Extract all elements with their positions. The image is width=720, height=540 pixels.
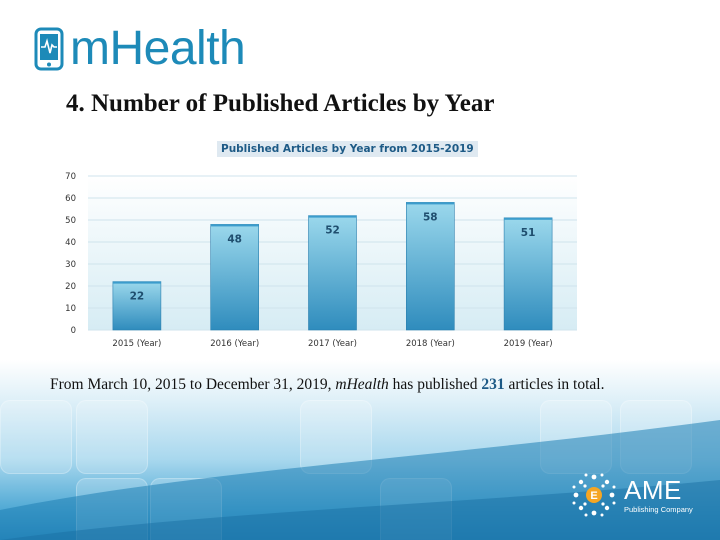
- bar-cap: [308, 215, 357, 218]
- data-label: 22: [130, 291, 145, 303]
- x-tick-label: 2017 (Year): [308, 339, 357, 349]
- y-tick-label: 50: [65, 216, 76, 226]
- background-tile: [76, 400, 148, 474]
- journal-name: mHealth: [335, 376, 389, 393]
- x-tick-label: 2016 (Year): [210, 339, 259, 349]
- ame-wordmark: AME Publishing Company: [624, 477, 693, 514]
- data-label: 51: [521, 227, 536, 239]
- ame-logo: E AME Publishing Company: [570, 470, 693, 520]
- slide-title: 4. Number of Published Articles by Year: [66, 90, 495, 117]
- summary-prefix: From March 10, 2015 to December 31, 2019…: [50, 376, 336, 393]
- y-tick-label: 10: [65, 304, 76, 314]
- data-label: 52: [325, 225, 340, 237]
- y-tick-label: 20: [65, 282, 76, 292]
- logo-text: mHealth: [70, 22, 246, 75]
- ame-tagline: Publishing Company: [624, 504, 693, 514]
- bar-chart: 0 10 20 30 40 50 60 70 22 2015 (Year) 48 2016 (Year…: [40, 138, 600, 358]
- x-tick-label: 2018 (Year): [406, 339, 455, 349]
- bar-cap: [112, 281, 161, 284]
- bar-cap: [406, 202, 455, 205]
- chart-canvas: 0 10 20 30 40 50 60 70 22 2015 (Year) 48 2016 (Year…: [65, 172, 577, 349]
- y-tick-label: 0: [71, 326, 76, 336]
- ame-dots-icon: E: [572, 473, 616, 517]
- y-tick-label: 30: [65, 260, 76, 270]
- y-tick-label: 60: [65, 194, 76, 204]
- data-label: 58: [423, 211, 438, 223]
- y-tick-label: 70: [65, 172, 76, 182]
- svg-text:E: E: [590, 490, 597, 502]
- bar: [405, 202, 455, 331]
- x-tick-label: 2015 (Year): [112, 339, 161, 349]
- summary-text: From March 10, 2015 to December 31, 2019…: [50, 375, 670, 395]
- mhealth-logo: mHealth: [34, 22, 246, 75]
- background-tile: [0, 400, 72, 474]
- x-tick-label: 2019 (Year): [504, 339, 553, 349]
- background-band: [0, 360, 720, 540]
- ame-name: AME: [624, 474, 682, 505]
- article-count: 231: [481, 376, 505, 393]
- bar: [308, 215, 357, 331]
- bar-cap: [504, 217, 553, 220]
- summary-middle: has published: [388, 376, 482, 393]
- summary-suffix: articles in total.: [504, 376, 605, 393]
- background-wave: [0, 420, 720, 540]
- phone-heartbeat-icon: [34, 27, 64, 71]
- bar-cap: [210, 224, 259, 227]
- y-tick-label: 40: [65, 238, 76, 248]
- chart-title: Published Articles by Year from 2015-201…: [217, 141, 478, 157]
- data-label: 48: [227, 233, 242, 245]
- bar: [112, 281, 162, 331]
- bar: [210, 224, 259, 331]
